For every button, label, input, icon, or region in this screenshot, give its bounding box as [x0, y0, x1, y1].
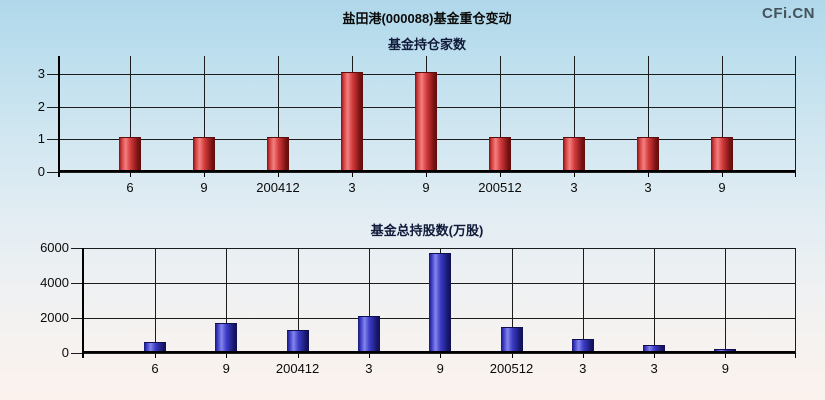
cfi-logo: CFi.CN [762, 5, 815, 22]
bar [119, 137, 141, 171]
x-tick-label: 9 [721, 361, 729, 376]
gridline-vertical [574, 56, 575, 172]
gridline-vertical [511, 248, 513, 353]
x-axis-tick [511, 353, 513, 358]
gridline-vertical [722, 56, 723, 172]
x-axis-tick [500, 172, 501, 177]
x-tick-label: 9 [222, 361, 230, 376]
gridline-vertical [648, 56, 649, 172]
bar [215, 323, 238, 352]
y-tick-label: 2000 [40, 310, 69, 325]
bar [643, 344, 666, 352]
plot-right-border [795, 248, 796, 353]
chart2-title: 基金总持股数(万股) [370, 223, 484, 238]
x-tick-label: 200412 [275, 361, 320, 376]
x-axis [59, 170, 795, 172]
x-tick-label: 3 [348, 180, 356, 195]
x-tick-label: 6 [126, 180, 134, 195]
x-axis-tick [204, 172, 205, 177]
x-tick-label: 3 [365, 361, 373, 376]
x-axis-tick [226, 353, 228, 358]
bar [571, 338, 594, 352]
gridline-horizontal [71, 353, 795, 354]
x-axis-tick [155, 353, 156, 358]
x-axis-tick [648, 172, 649, 177]
chart2-plot-area: 6 9 200412 3 9 200512 3 3 9 0 2000 4000 6000 [40, 240, 796, 376]
x-tick-label: 3 [570, 180, 578, 195]
page-title: 盐田港(000088)基金重仓变动 [342, 11, 512, 26]
x-tick-label: 200512 [478, 180, 522, 195]
x-tick-label: 9 [422, 180, 430, 195]
x-axis-tick [582, 353, 584, 358]
bar [267, 137, 289, 171]
x-tick-label: 3 [644, 180, 652, 195]
x-axis-tick [722, 172, 723, 177]
x-tick-label: 9 [436, 361, 444, 376]
bar [429, 253, 452, 352]
plot-right-border [795, 56, 796, 172]
bar [286, 330, 309, 352]
bar [637, 137, 659, 171]
bar [144, 342, 166, 352]
x-axis [83, 351, 795, 353]
gridline-horizontal [47, 172, 795, 173]
x-tick-label: 3 [579, 361, 587, 376]
x-tick-label: 9 [200, 180, 208, 195]
bar [714, 349, 737, 352]
x-tick-label: 9 [718, 180, 726, 195]
gridline-vertical [297, 248, 299, 353]
bar [357, 316, 380, 352]
bar [563, 137, 585, 171]
bar [500, 326, 523, 352]
chart1-title: 基金持仓家数 [387, 37, 466, 52]
bar [415, 71, 437, 171]
gridline-vertical [130, 56, 131, 172]
x-tick-label: 6 [151, 361, 159, 376]
x-axis-tick [725, 353, 727, 358]
x-tick-label: 200512 [489, 361, 534, 376]
x-axis-tick [654, 353, 656, 358]
bar [489, 137, 511, 171]
gridline-vertical [582, 248, 584, 353]
bar [193, 137, 215, 171]
gridline-vertical [725, 248, 727, 353]
x-axis-tick [368, 353, 370, 358]
gridline-horizontal [71, 248, 795, 249]
gridline-vertical [226, 248, 228, 353]
x-tick-label: 200412 [256, 180, 300, 195]
gridline-vertical [204, 56, 205, 172]
y-tick-label: 2 [37, 98, 45, 114]
x-axis-tick [795, 353, 796, 358]
y-axis [82, 248, 84, 358]
x-axis-tick [426, 172, 427, 177]
y-tick-label: 1 [37, 131, 45, 147]
y-axis [58, 56, 60, 177]
x-tick-label: 3 [650, 361, 658, 376]
gridline-vertical [654, 248, 656, 353]
gridline-vertical [368, 248, 370, 353]
x-axis-tick [130, 172, 131, 177]
x-axis-tick [297, 353, 299, 358]
x-axis-tick [795, 172, 796, 177]
x-axis-tick [352, 172, 353, 177]
gridline-vertical [500, 56, 501, 172]
y-tick-label: 6000 [40, 240, 69, 255]
bar [341, 71, 363, 171]
y-tick-label: 3 [37, 65, 45, 81]
x-axis-tick [278, 172, 279, 177]
y-tick-label: 4000 [40, 275, 69, 290]
gridline-vertical [278, 56, 279, 172]
y-tick-label: 0 [37, 164, 45, 179]
x-axis-tick [574, 172, 575, 177]
x-axis-tick [440, 353, 442, 358]
gridline-vertical [155, 248, 156, 353]
chart1-plot-area: 6 9 200412 3 9 200512 3 3 9 0 1 2 3 [38, 56, 796, 195]
bar [711, 137, 733, 171]
y-tick-label: 0 [61, 345, 69, 360]
